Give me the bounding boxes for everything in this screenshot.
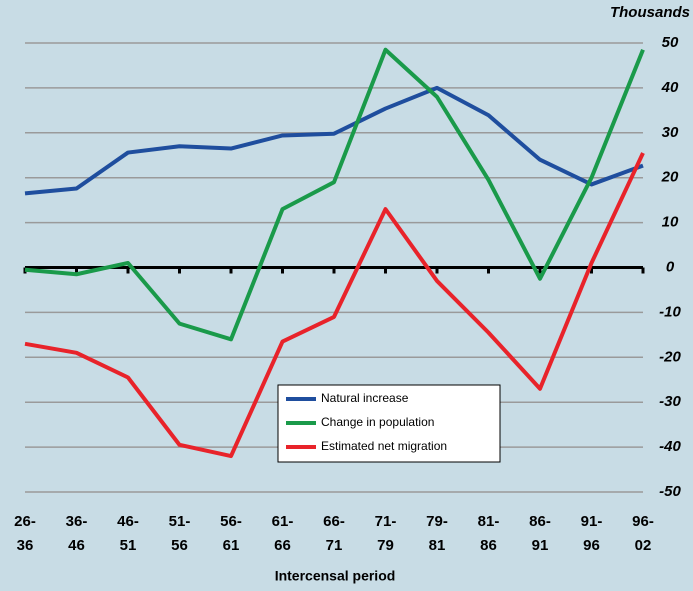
x-tick-label: 96-02 xyxy=(632,513,654,554)
x-tick-label: 86-91 xyxy=(529,513,551,554)
x-tick-label: 26-36 xyxy=(14,513,36,554)
legend-label: Estimated net migration xyxy=(321,439,447,453)
line-series xyxy=(24,152,645,459)
y-unit-label: Thousands xyxy=(610,4,690,21)
x-tick-label: 51-56 xyxy=(169,513,191,554)
x-tick-label: 91-96 xyxy=(581,513,603,554)
y-tick-label: 10 xyxy=(662,214,679,231)
y-tick-label: 50 xyxy=(662,34,679,51)
x-tick-label: 46-51 xyxy=(117,513,139,554)
x-axis-label: Intercensal period xyxy=(275,568,396,584)
x-tick-label: 81-86 xyxy=(478,513,500,554)
y-tick-label: 0 xyxy=(666,258,675,275)
y-tick-label: -10 xyxy=(659,303,681,320)
x-tick-label: 56-61 xyxy=(220,513,242,554)
y-tick-label: 20 xyxy=(661,169,679,186)
x-tick-label: 36-46 xyxy=(66,513,88,554)
x-tick-label: 61-66 xyxy=(272,513,294,554)
line-series xyxy=(24,85,644,196)
y-tick-label: 30 xyxy=(662,124,679,141)
y-tick-label: -50 xyxy=(659,483,681,500)
y-tick-label: 40 xyxy=(661,79,679,96)
y-tick-label: -20 xyxy=(659,348,681,365)
line-series xyxy=(24,47,645,342)
y-tick-label: -40 xyxy=(659,438,681,455)
legend-label: Natural increase xyxy=(321,391,409,405)
legend-label: Change in population xyxy=(321,415,434,429)
x-tick-label: 71-79 xyxy=(375,513,397,554)
x-tick-label: 66-71 xyxy=(323,513,345,554)
x-tick-label: 79-81 xyxy=(426,513,448,554)
y-tick-label: -30 xyxy=(659,393,681,410)
